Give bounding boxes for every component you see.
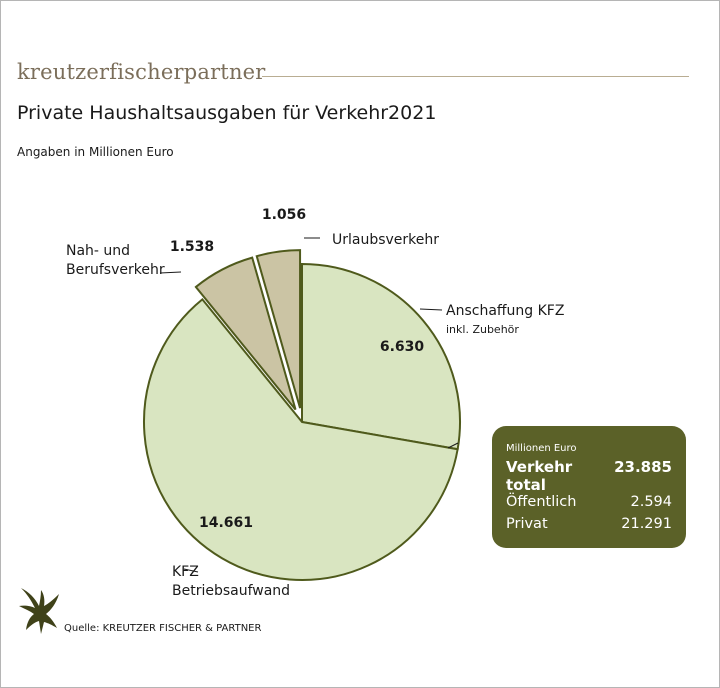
data-label: 14.661 (199, 515, 253, 531)
category-label: KFZ (172, 564, 199, 580)
totals-row-private: Privat 21.291 (506, 516, 672, 532)
public-value: 2.594 (630, 494, 672, 510)
source-note: Quelle: KREUTZER FISCHER & PARTNER (64, 623, 261, 634)
pie-slice (302, 264, 460, 449)
total-label: Verkehr total (506, 458, 614, 494)
private-label: Privat (506, 516, 548, 532)
category-label: Nah- und (66, 243, 130, 259)
category-label: Betriebsaufwand (172, 583, 290, 599)
total-value: 23.885 (614, 458, 672, 494)
leader-line (420, 309, 442, 310)
category-label: Berufsverkehr (66, 262, 165, 278)
data-label: 1.056 (262, 207, 306, 223)
category-label: Urlaubsverkehr (332, 232, 439, 248)
category-label: inkl. Zubehör (446, 323, 519, 336)
totals-header: Millionen Euro (506, 443, 577, 454)
data-label: 6.630 (380, 339, 425, 355)
private-value: 21.291 (621, 516, 672, 532)
totals-box: Millionen Euro Verkehr total 23.885 Öffe… (492, 426, 686, 548)
public-label: Öffentlich (506, 494, 576, 510)
totals-row-total: Verkehr total 23.885 (506, 458, 672, 494)
eagle-icon (17, 586, 63, 636)
totals-row-public: Öffentlich 2.594 (506, 494, 672, 510)
data-label: 1.538 (170, 239, 214, 255)
category-label: Anschaffung KFZ (446, 303, 564, 319)
